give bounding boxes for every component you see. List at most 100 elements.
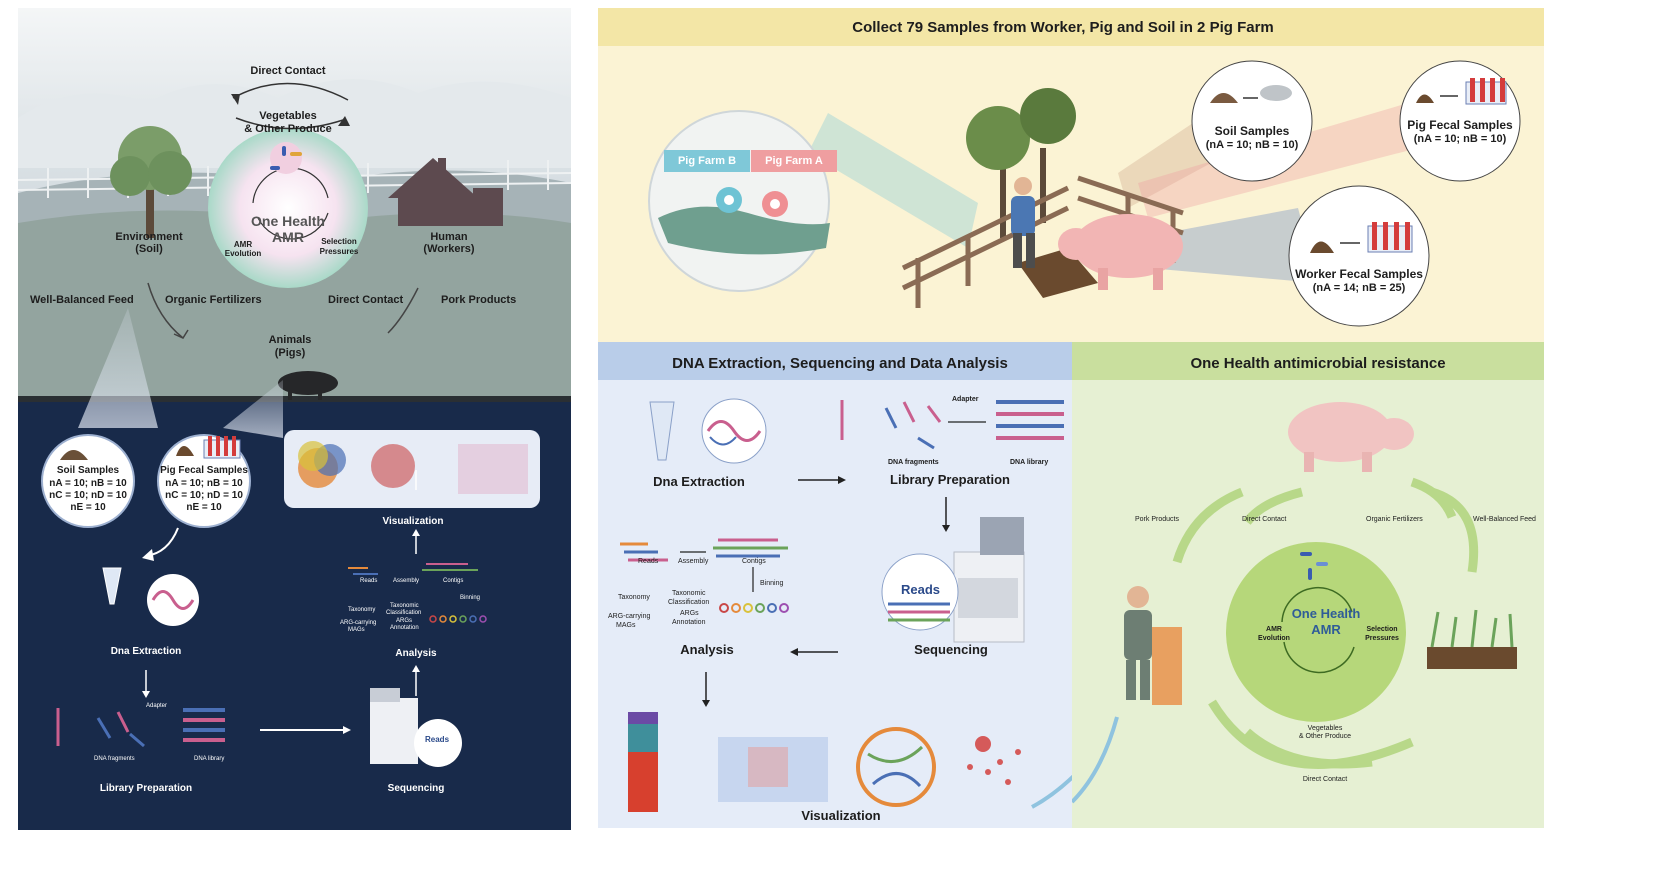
analysis-label: Analysis — [395, 648, 437, 659]
one-health-title: One Health — [1291, 606, 1361, 621]
sample-collection-panel: Collect 79 Samples from Worker, Pig and … — [598, 8, 1544, 342]
environment-soil-label: (Soil) — [135, 243, 163, 255]
tree-icon — [110, 126, 192, 238]
reads-mini-label: Reads — [360, 578, 378, 584]
sample-collection-header — [598, 8, 1544, 46]
arg-carrying-mini-label-2: MAGs — [616, 622, 636, 629]
taxonomy-mini-label: Taxonomy — [618, 594, 650, 601]
tube-icon — [649, 401, 675, 461]
pig-fecal-samples-title: Pig Fecal Samples — [1407, 118, 1513, 132]
heatmap-icon — [718, 737, 828, 802]
pork-products-label: Pork Products — [1135, 516, 1179, 523]
dna-library-label: DNA library — [194, 756, 225, 762]
soil-samples-line2: nC = 10; nD = 10 — [49, 490, 127, 501]
feces-icon — [176, 446, 194, 456]
bacteria-cluster-icon — [270, 142, 302, 174]
pig-samples-line3: nE = 10 — [186, 502, 222, 513]
well-balanced-feed-label: Well-Balanced Feed — [30, 294, 134, 306]
bacteria-cluster-icon — [1300, 552, 1328, 580]
arg-carrying-mini-label-2: MAGs — [348, 627, 365, 633]
analysis-header — [598, 342, 1072, 380]
direct-contact-bottom-label: Direct Contact — [1302, 776, 1348, 783]
soil-sample-bubble — [1191, 60, 1313, 182]
worker-fecal-samples-counts: (nA = 14; nB = 25) — [1312, 282, 1406, 294]
other-produce-label: & Other Produce — [1298, 733, 1352, 740]
pig-fecal-samples-counts: (nA = 10; nB = 10) — [1413, 133, 1507, 145]
arg-carrying-mini-label: ARG-carrying — [340, 620, 377, 626]
amr-center-circle — [1226, 542, 1406, 722]
other-produce-label: & Other Produce — [244, 123, 332, 135]
dna-fragments-icon — [56, 708, 145, 748]
assembly-mini-label: Assembly — [393, 578, 420, 584]
bins-icon — [429, 615, 487, 623]
animals-pigs-label: (Pigs) — [274, 347, 306, 359]
network-icon — [967, 736, 1021, 785]
vegetables-label: Vegetables — [1307, 725, 1343, 732]
animals-label: Animals — [268, 334, 312, 346]
direct-contact-label: Direct Contact — [250, 65, 326, 77]
reads-badge: Reads — [425, 735, 450, 744]
library-preparation-label: Library Preparation — [890, 472, 1010, 487]
dna-fragments-label: DNA fragments — [888, 459, 939, 466]
arg-carrying-mini-label: ARG-carrying — [608, 613, 651, 620]
farm-b-tag: Pig Farm B — [664, 150, 750, 172]
taxonomic-classification-mini-label-2: Classification — [386, 610, 422, 616]
soil-pile-icon — [60, 450, 88, 460]
left-panel-illustration — [18, 8, 571, 830]
reads-circle — [414, 719, 462, 767]
human-workers-label: (Workers) — [423, 243, 475, 255]
selection-label: Selection — [321, 237, 357, 246]
sequencing-label: Sequencing — [914, 642, 988, 657]
pig-icon — [1058, 214, 1183, 290]
one-health-title: One Health — [251, 213, 325, 229]
soil-samples-line3: nE = 10 — [70, 502, 106, 513]
selection-label-2: Pressures — [319, 247, 359, 256]
organic-fertilizers-label: Organic Fertilizers — [1366, 516, 1423, 523]
amr-evolution-label-2: Evolution — [224, 249, 262, 258]
worker-fecal-samples-title: Worker Fecal Samples — [1295, 267, 1423, 281]
worker-icon — [1124, 586, 1182, 705]
tube-icon — [102, 567, 122, 605]
reads-badge: Reads — [901, 582, 941, 597]
assembly-mini-label: Assembly — [678, 558, 709, 565]
soil-samples-line1: nA = 10; nB = 10 — [49, 478, 127, 489]
bins-icon — [719, 603, 789, 613]
one-health-panel-title: One Health antimicrobial resistance — [1190, 355, 1446, 372]
selection-label: Selection — [1366, 626, 1398, 633]
soil-plants-icon — [1427, 609, 1517, 669]
house-icon — [388, 158, 503, 226]
binning-mini-label: Binning — [460, 595, 481, 601]
selection-label-2: Pressures — [1365, 635, 1399, 642]
sequencer-icon — [370, 688, 418, 764]
amr-evolution-label-2: Evolution — [1258, 635, 1290, 642]
amr-title: AMR — [1311, 622, 1341, 637]
sequencing-label: Sequencing — [387, 783, 445, 794]
left-panel: Direct Contact Vegetables & Other Produc… — [18, 8, 571, 830]
dna-extraction-label: Dna Extraction — [110, 646, 182, 657]
soil-samples-counts: (nA = 10; nB = 10) — [1205, 139, 1299, 151]
worker-sample-bubble — [1288, 185, 1430, 327]
stacked-bar-chart-icon — [628, 712, 658, 812]
vegetables-label: Vegetables — [259, 110, 317, 122]
taxonomic-classification-mini-label: Taxonomic — [390, 603, 419, 609]
analysis-panel-title: DNA Extraction, Sequencing and Data Anal… — [672, 355, 1008, 372]
pig-samples-line2: nC = 10; nD = 10 — [165, 490, 243, 501]
dna-extraction-label: Dna Extraction — [653, 474, 745, 489]
dna-library-icon — [183, 708, 225, 742]
map-pin-a-icon — [762, 191, 788, 217]
contigs-mini-label: Contigs — [742, 558, 766, 565]
binning-mini-label: Binning — [760, 580, 784, 587]
amr-title: AMR — [272, 229, 304, 245]
pig-samples-title: Pig Fecal Samples — [160, 465, 248, 476]
visualization-label: Visualization — [382, 516, 444, 527]
human-label: Human — [430, 231, 468, 243]
library-preparation-label: Library Preparation — [99, 783, 193, 794]
args-annotation-mini-label: ARGs — [396, 618, 413, 624]
analysis-illustration — [620, 398, 1072, 812]
adapter-label: Adapter — [146, 703, 168, 709]
tube-rack-icon — [203, 436, 241, 459]
environment-label: Environment — [115, 231, 183, 243]
direct-contact-label: Direct Contact — [1242, 516, 1287, 523]
dna-library-label: DNA library — [1010, 459, 1049, 466]
taxonomic-classification-mini-label-2: Classification — [668, 599, 710, 606]
